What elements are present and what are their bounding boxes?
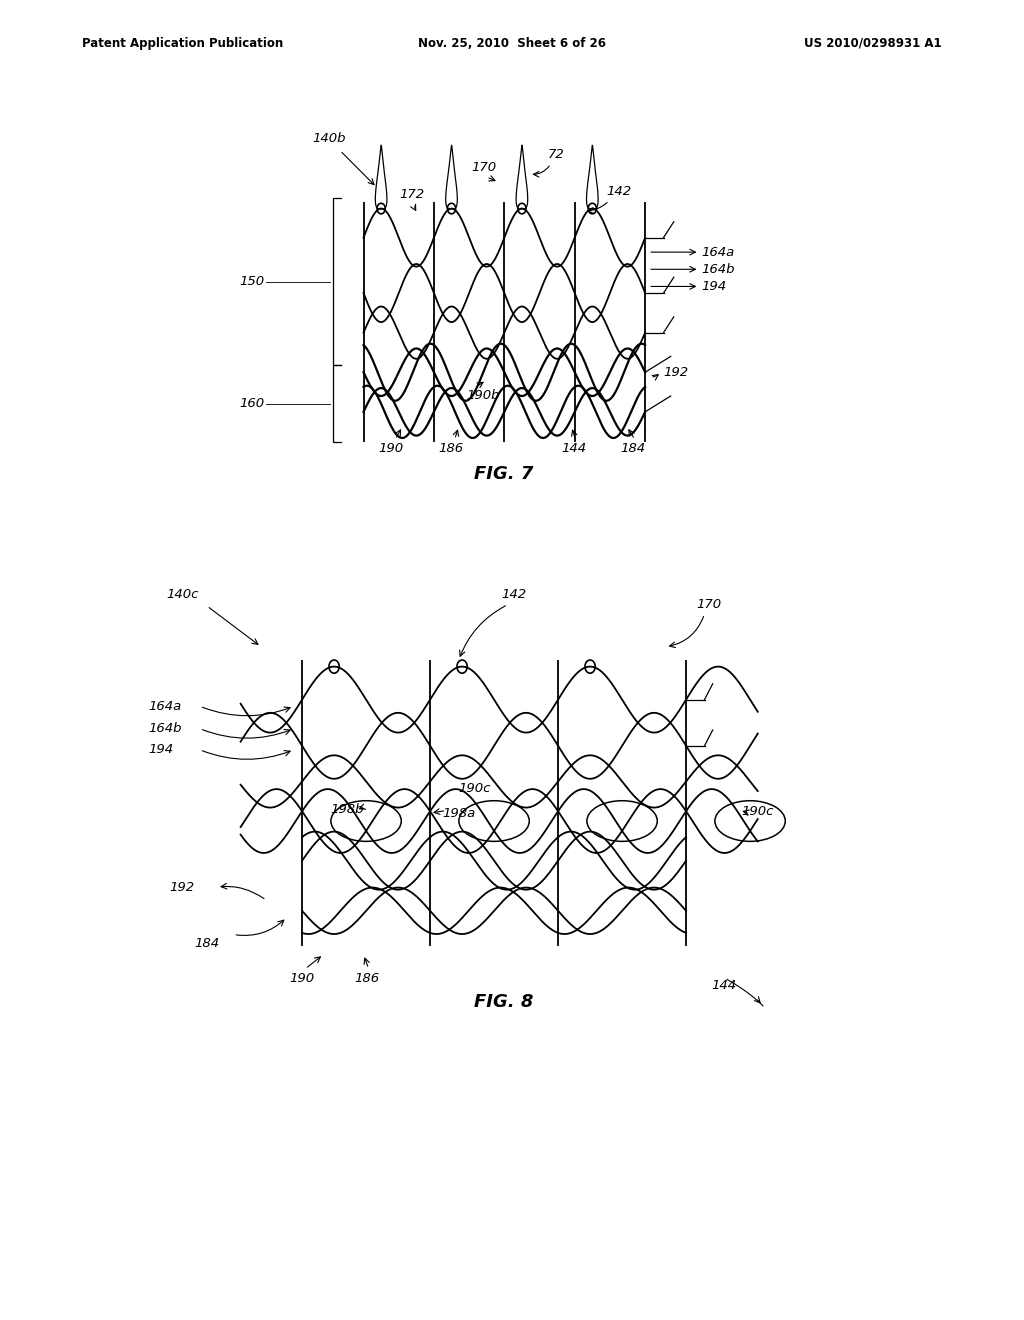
Text: 192: 192	[169, 880, 195, 894]
Text: 194: 194	[148, 743, 174, 756]
Text: FIG. 8: FIG. 8	[474, 993, 534, 1011]
Text: 190c: 190c	[459, 781, 492, 795]
Text: 170: 170	[696, 598, 722, 611]
Text: 150: 150	[239, 275, 264, 288]
Text: 142: 142	[502, 587, 527, 601]
Text: 164b: 164b	[701, 263, 735, 276]
Text: FIG. 7: FIG. 7	[474, 465, 534, 483]
Text: 170: 170	[471, 161, 497, 174]
Text: 184: 184	[195, 937, 220, 950]
Text: 198b: 198b	[330, 803, 364, 816]
Text: 172: 172	[399, 187, 425, 201]
Text: 72: 72	[548, 148, 564, 161]
Text: 192: 192	[664, 366, 689, 379]
Text: US 2010/0298931 A1: US 2010/0298931 A1	[805, 37, 942, 50]
Text: 164a: 164a	[148, 700, 181, 713]
Text: 186: 186	[438, 442, 463, 455]
Text: 144: 144	[712, 979, 737, 993]
Text: 140c: 140c	[166, 587, 199, 601]
Text: 160: 160	[239, 397, 264, 411]
Text: 198a: 198a	[442, 807, 475, 820]
Text: 144: 144	[561, 442, 586, 455]
Text: 186: 186	[354, 972, 379, 985]
Text: 190: 190	[379, 442, 403, 455]
Text: 190c: 190c	[741, 805, 774, 818]
Text: 164a: 164a	[701, 246, 734, 259]
Text: 184: 184	[621, 442, 645, 455]
Text: 190: 190	[290, 972, 314, 985]
Text: 140b: 140b	[312, 132, 346, 145]
Text: 142: 142	[606, 185, 632, 198]
Text: 164b: 164b	[148, 722, 182, 735]
Text: Nov. 25, 2010  Sheet 6 of 26: Nov. 25, 2010 Sheet 6 of 26	[418, 37, 606, 50]
Text: 190b: 190b	[466, 389, 500, 403]
Text: 194: 194	[701, 280, 727, 293]
Text: Patent Application Publication: Patent Application Publication	[82, 37, 284, 50]
